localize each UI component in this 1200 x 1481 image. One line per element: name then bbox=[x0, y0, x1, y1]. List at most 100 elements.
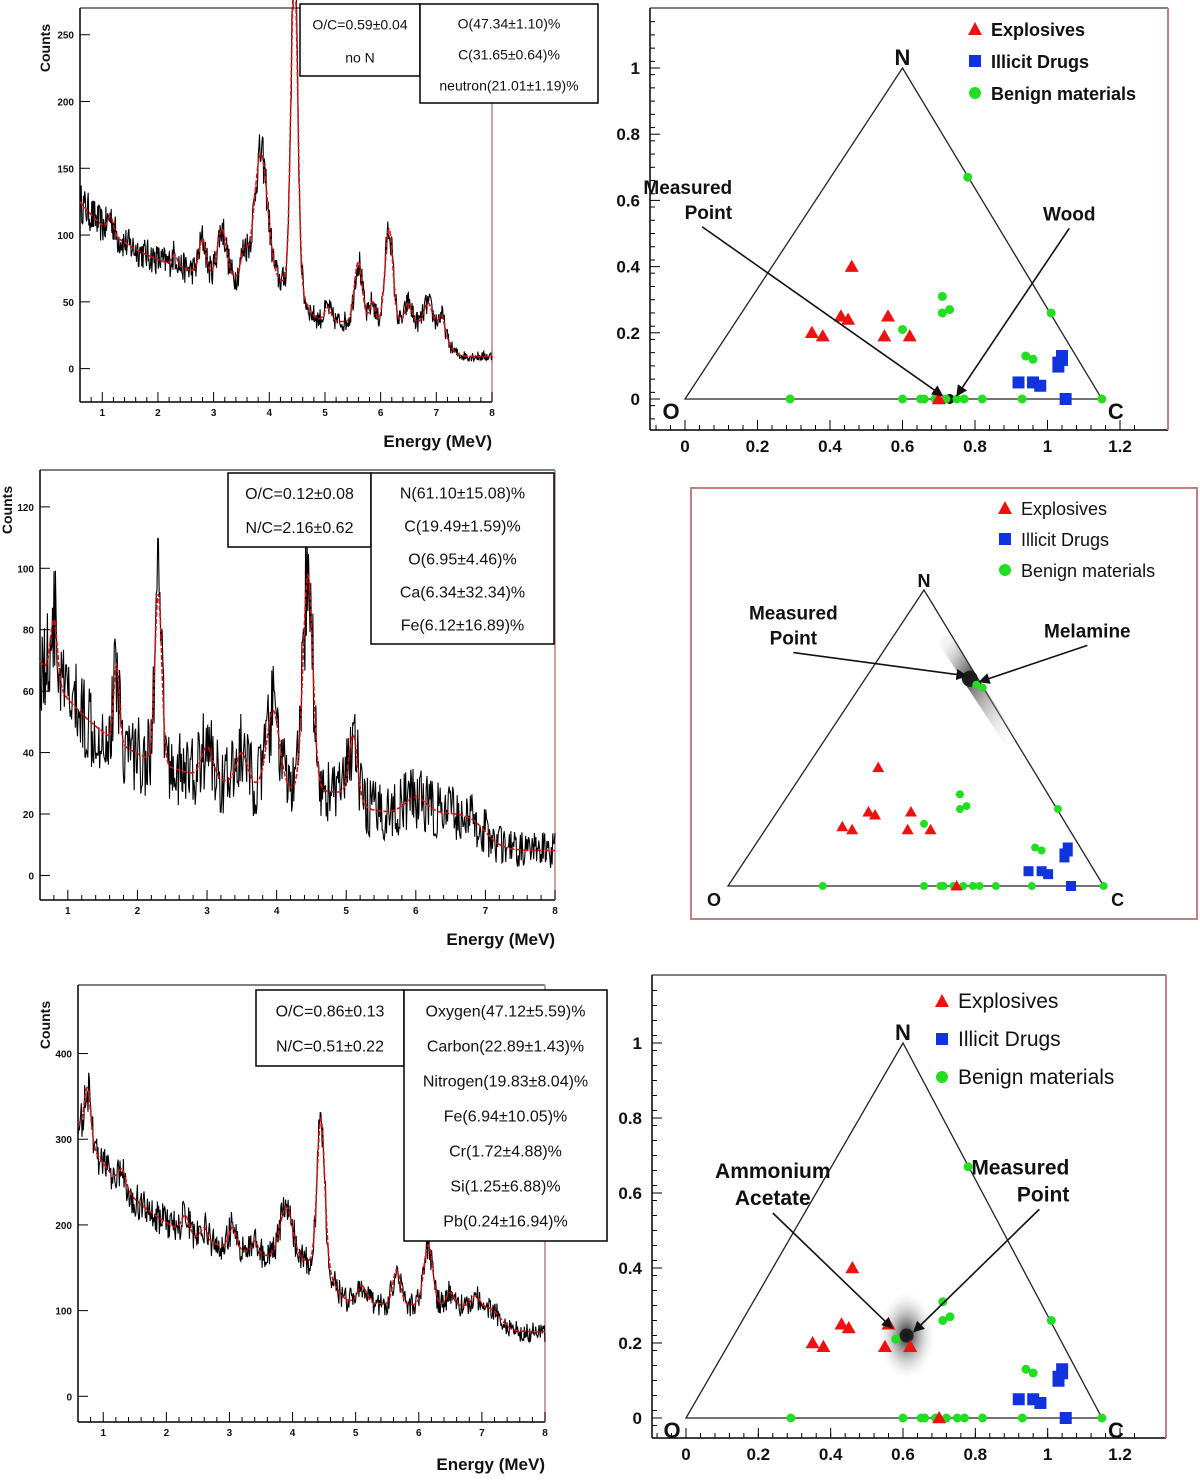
x-tick-label: 3 bbox=[227, 1428, 233, 1439]
x-tick-label: 8 bbox=[489, 408, 495, 419]
x-tick-label: 6 bbox=[378, 408, 384, 419]
x-tick-label: 5 bbox=[322, 408, 328, 419]
x-tick-label: 1 bbox=[99, 408, 105, 419]
x-tick-label: 1 bbox=[65, 906, 71, 917]
y-tick-label: 0 bbox=[68, 365, 74, 376]
x-tick-label: 0.2 bbox=[747, 1445, 771, 1464]
y-tick-label: 0 bbox=[633, 1409, 642, 1428]
x-tick-label: 1 bbox=[1043, 437, 1052, 456]
legend-marker-benign bbox=[999, 564, 1011, 576]
ternary-chart-3: 0 0.2 0.4 0.6 0.8 1 1.2 0 0.2 0.4 0.6 0.8 1 O N C Ammoni… bbox=[618, 974, 1167, 1464]
benign-point bbox=[920, 882, 928, 890]
y-tick-label: 100 bbox=[55, 1307, 72, 1318]
benign-point bbox=[1097, 1413, 1107, 1423]
illicit-drug-point bbox=[1034, 1397, 1047, 1409]
info-box bbox=[227, 472, 372, 548]
explosive-point bbox=[931, 392, 946, 405]
annotation-label: Measured bbox=[971, 1156, 1069, 1179]
y-tick-label: 100 bbox=[17, 564, 34, 575]
benign-point bbox=[938, 1316, 948, 1325]
explosive-point bbox=[845, 1261, 860, 1274]
annotation-arrow bbox=[913, 1208, 1040, 1333]
explosive-point bbox=[902, 329, 917, 342]
info-box-line: O(47.34±1.10)% bbox=[458, 16, 561, 32]
illicit-drug-point bbox=[1056, 349, 1068, 366]
spectrum-chart-3: 1 2 3 4 5 6 7 8 0 100 200 300 400 Energy (MeV) Counts O… bbox=[37, 984, 608, 1474]
x-tick-label: 4 bbox=[290, 1428, 296, 1439]
info-box-line: neutron(21.01±1.19)% bbox=[439, 78, 578, 94]
benign-point bbox=[1021, 351, 1031, 361]
ternary-chart-2: O N C Measured Point Melamine Explosives Illici… bbox=[690, 487, 1198, 920]
x-tick-label: 8 bbox=[542, 1428, 548, 1439]
y-tick-label: 200 bbox=[55, 1221, 72, 1232]
x-tick-label: 1.2 bbox=[1108, 1445, 1132, 1464]
legend-marker-benign bbox=[936, 1071, 948, 1083]
x-tick-label: 7 bbox=[483, 906, 489, 917]
legend-marker-explosives bbox=[935, 994, 949, 1007]
x-tick-label: 6 bbox=[413, 906, 419, 917]
explosive-point bbox=[815, 329, 830, 342]
y-tick-label: 0.2 bbox=[618, 1334, 642, 1353]
y-tick-label: 0 bbox=[631, 390, 640, 409]
annotation-arrow bbox=[701, 226, 944, 397]
vertex-label-o: O bbox=[662, 399, 679, 424]
vertex-label-n: N bbox=[918, 571, 931, 591]
annotation-label: Wood bbox=[1043, 204, 1095, 225]
explosive-point bbox=[841, 1321, 856, 1334]
explosive-point bbox=[924, 823, 937, 835]
annotation-label: Point bbox=[1017, 1183, 1070, 1206]
info-box-line: O(6.95±4.46)% bbox=[408, 552, 516, 569]
info-box-line: Ca(6.34±32.34)% bbox=[400, 585, 525, 602]
benign-point bbox=[1028, 1368, 1038, 1378]
illicit-drug-point bbox=[1012, 376, 1025, 389]
vertex-label-n: N bbox=[895, 45, 911, 70]
benign-point bbox=[1037, 846, 1046, 855]
illicit-drug-point bbox=[1066, 881, 1076, 891]
y-tick-label: 200 bbox=[57, 97, 74, 108]
info-box-line: O/C=0.86±0.13 bbox=[276, 1004, 385, 1021]
explosive-point bbox=[904, 806, 917, 817]
illicit-drug-point bbox=[1059, 393, 1072, 405]
vertex-label-n: N bbox=[895, 1020, 911, 1045]
explosive-point bbox=[950, 880, 963, 891]
y-tick-label: 0.4 bbox=[618, 1259, 642, 1278]
annotation-arrow bbox=[772, 1212, 893, 1329]
explosive-point bbox=[932, 1411, 947, 1424]
x-tick-label: 8 bbox=[552, 906, 558, 917]
x-tick-label: 5 bbox=[353, 1428, 359, 1439]
x-tick-label: 6 bbox=[416, 1428, 422, 1439]
illicit-drug-point bbox=[1062, 842, 1073, 857]
legend-marker-illicit bbox=[999, 533, 1011, 545]
illicit-drug-point bbox=[1034, 379, 1047, 392]
x-tick-label: 2 bbox=[155, 408, 161, 419]
y-tick-label: 100 bbox=[57, 231, 74, 242]
benign-point bbox=[898, 1413, 908, 1423]
info-box-line: Pb(0.24±16.94)% bbox=[443, 1214, 567, 1231]
benign-point bbox=[963, 172, 973, 182]
y-tick-label: 400 bbox=[55, 1050, 72, 1061]
benign-point bbox=[1031, 843, 1040, 852]
benign-point bbox=[1017, 394, 1027, 404]
benign-point bbox=[962, 802, 971, 811]
info-box-line: O/C=0.59±0.04 bbox=[312, 17, 407, 33]
annotation-label: Point bbox=[685, 203, 733, 224]
info-box-line: N(61.10±15.08)% bbox=[400, 486, 525, 503]
vertex-label-c: C bbox=[1108, 1418, 1124, 1443]
explosive-point bbox=[881, 309, 895, 322]
explosive-point bbox=[844, 259, 859, 272]
explosive-point bbox=[901, 823, 914, 835]
explosive-point bbox=[804, 325, 819, 339]
benign-point bbox=[1097, 394, 1107, 404]
info-box-line: Carbon(22.89±1.43)% bbox=[427, 1039, 584, 1056]
info-box-line: no N bbox=[345, 50, 375, 66]
y-tick-label: 50 bbox=[63, 298, 75, 309]
benign-point bbox=[818, 882, 827, 890]
benign-point bbox=[1099, 882, 1108, 890]
benign-point bbox=[898, 394, 907, 404]
explosive-point bbox=[841, 312, 856, 325]
x-tick-label: 5 bbox=[343, 906, 349, 917]
y-tick-label: 20 bbox=[23, 810, 35, 821]
benign-point bbox=[919, 394, 929, 404]
